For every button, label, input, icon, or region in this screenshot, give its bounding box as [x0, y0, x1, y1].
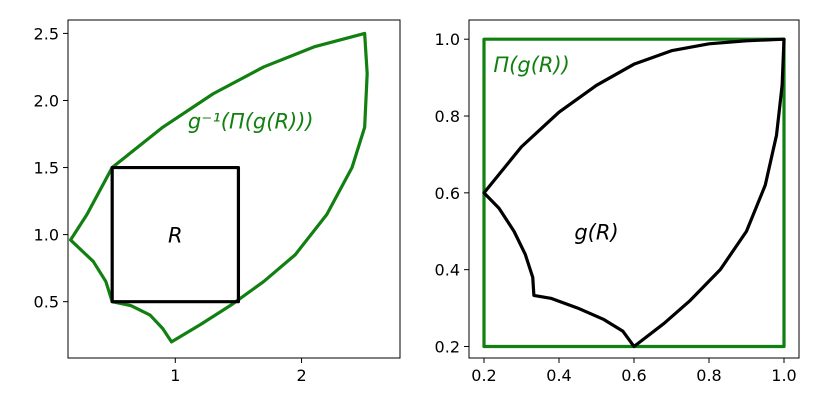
y-tick-label: 0.5	[34, 293, 59, 312]
series-1-1-line	[482, 37, 786, 349]
y-tick-label: 0.4	[435, 261, 460, 280]
annotation-label: Π(g(R))	[493, 53, 569, 77]
series-0-1-line	[110, 165, 241, 304]
annotation-label: g(R)	[574, 220, 618, 244]
annotation-label: g⁻¹(Π(g(R)))	[188, 110, 314, 134]
series-0-0-line	[68, 31, 369, 344]
y-tick-label: 0.8	[435, 107, 460, 126]
y-tick-label: 1.5	[34, 159, 59, 178]
left-subplot: 1 2 0.5 1.0 1.5 2.0 2.5 g⁻¹(Π(g(R))) R	[34, 19, 401, 385]
x-tick-label: 0.6	[621, 366, 646, 385]
plot-frame	[67, 19, 401, 359]
y-tick-label: 0.2	[435, 337, 460, 356]
x-tick-label: 2	[296, 366, 306, 385]
y-tick-label: 2.5	[34, 24, 59, 43]
x-tick-label: 0.2	[471, 366, 496, 385]
y-tick-label: 1.0	[34, 226, 59, 245]
x-tick-label: 1.0	[771, 366, 796, 385]
right-subplot: 0.2 0.4 0.6 0.8 1.0 0.2 0.4 0.6 0.8 1.0 Π(g(R)) g(R…	[435, 19, 800, 385]
y-tick-label: 2.0	[34, 91, 59, 110]
x-tick-label: 1	[170, 366, 180, 385]
y-tick-label: 0.6	[435, 184, 460, 203]
y-tick-label: 1.0	[435, 30, 460, 49]
x-tick-label: 0.8	[696, 366, 721, 385]
series-1-0-line	[482, 37, 786, 349]
annotation-label: R	[168, 224, 183, 248]
x-tick-label: 0.4	[546, 366, 571, 385]
